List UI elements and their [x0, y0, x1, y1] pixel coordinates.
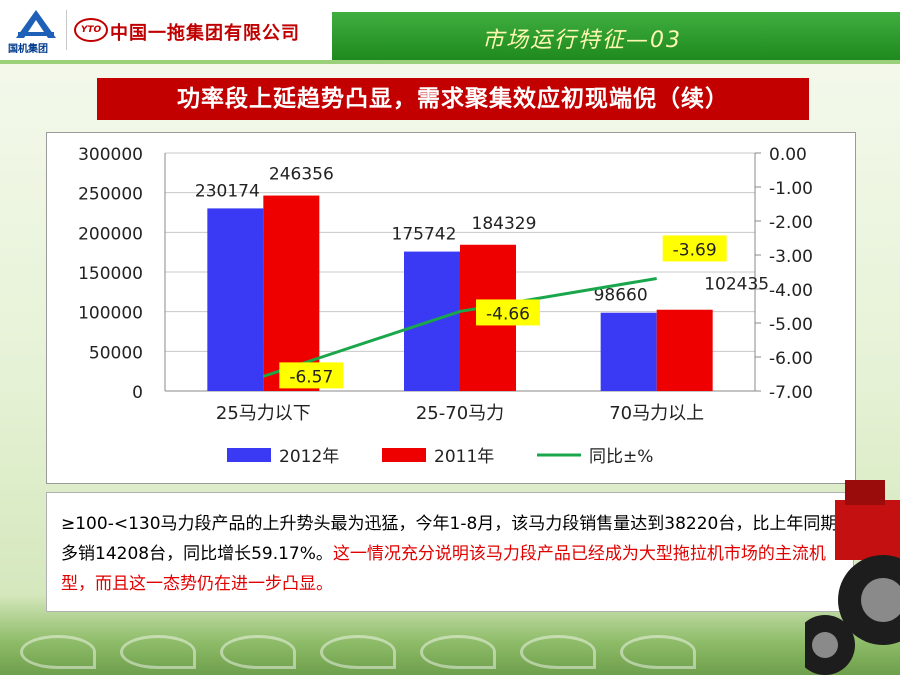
decor-swirl — [220, 635, 296, 669]
right-axis-tick-label: -6.00 — [769, 349, 813, 369]
header-divider — [66, 10, 67, 50]
tractor-image — [805, 480, 900, 675]
commentary-normal: ≥100-<130马力段产品的上升势头最为迅猛，今年1-8月，该马力段销售量达到… — [61, 514, 838, 564]
right-axis-tick-label: -4.00 — [769, 281, 813, 301]
decor-swirl — [320, 635, 396, 669]
slide-title: 功率段上延趋势凸显，需求聚集效应初现端倪（续） — [97, 78, 809, 120]
decor-swirl — [20, 635, 96, 669]
header-underline — [0, 60, 900, 64]
line-data-label: -4.66 — [486, 304, 530, 324]
bar-data-label: 246356 — [269, 165, 334, 185]
legend-swatch — [227, 448, 271, 462]
bar-2011 — [656, 309, 713, 391]
chart-container: 300000 250000 200000 150000 100000 50000 0 0.00… — [46, 132, 856, 484]
legend-label: 2011年 — [434, 447, 494, 467]
right-axis-tick-label: -1.00 — [769, 179, 813, 199]
legend-label: 同比±% — [589, 447, 653, 467]
header-bar: 国机集团 YTO 中国一拖集团有限公司 市场运行特征—03 — [0, 0, 900, 60]
bar-data-label: 184329 — [472, 214, 537, 234]
commentary-highlight: 这一情况充分说明该马力段产品已经成为大型拖拉机市场的主流机型，而且这一态势仍在进… — [61, 544, 826, 594]
legend-label: 2012年 — [279, 447, 339, 467]
bar-2012 — [600, 312, 657, 391]
bar-data-label: 102435 — [704, 275, 769, 295]
left-axis-tick-label: 150000 — [78, 264, 143, 284]
line-data-label-box — [279, 362, 344, 389]
left-axis-tick-label: 200000 — [78, 224, 143, 244]
x-axis-category-label: 70马力以上 — [609, 403, 704, 424]
company-name: 中国一拖集团有限公司 — [110, 23, 300, 44]
line-data-label-box — [476, 299, 540, 326]
bar-data-label: 98660 — [594, 286, 648, 306]
yto-logo-icon: YTO — [74, 18, 108, 42]
right-axis-tick-label: -5.00 — [769, 315, 813, 335]
left-axis-tick-label: 300000 — [78, 145, 143, 165]
decor-swirl — [520, 635, 596, 669]
line-data-label-box — [662, 235, 727, 262]
left-axis-tick-label: 100000 — [78, 304, 143, 324]
bar-data-label: 175742 — [392, 225, 457, 245]
right-axis-tick-label: -3.00 — [769, 247, 813, 267]
x-axis-category-label: 25-70马力 — [416, 403, 504, 424]
decor-swirl — [420, 635, 496, 669]
x-axis-category-label: 25马力以下 — [216, 403, 311, 424]
left-axis-tick-label: 50000 — [89, 343, 143, 363]
commentary-text: ≥100-<130马力段产品的上升势头最为迅猛，今年1-8月，该马力段销售量达到… — [61, 509, 843, 599]
right-axis-tick-label: -2.00 — [769, 213, 813, 233]
decor-swirl — [120, 635, 196, 669]
group-logo-text: 国机集团 — [8, 44, 48, 55]
legend-swatch — [382, 448, 426, 462]
combo-chart: 300000 250000 200000 150000 100000 50000 0 0.00… — [78, 145, 813, 467]
section-title-bar: 市场运行特征—03 — [332, 12, 900, 60]
decor-swirl — [620, 635, 696, 669]
bar-2012 — [207, 208, 264, 391]
group-logo-icon — [16, 10, 56, 38]
bar-data-label: 230174 — [195, 181, 260, 201]
line-data-label: -6.57 — [289, 367, 333, 387]
right-axis-tick-label: 0.00 — [769, 145, 807, 165]
commentary-box: ≥100-<130马力段产品的上升势头最为迅猛，今年1-8月，该马力段销售量达到… — [46, 492, 854, 612]
section-title: 市场运行特征—03 — [482, 28, 682, 53]
right-axis-tick-label: -7.00 — [769, 383, 813, 403]
left-axis-tick-label: 250000 — [78, 185, 143, 205]
left-axis-tick-label: 0 — [132, 383, 143, 403]
line-data-label: -3.69 — [673, 240, 717, 260]
bar-2011 — [263, 195, 320, 391]
line-series-yoy — [262, 276, 657, 378]
